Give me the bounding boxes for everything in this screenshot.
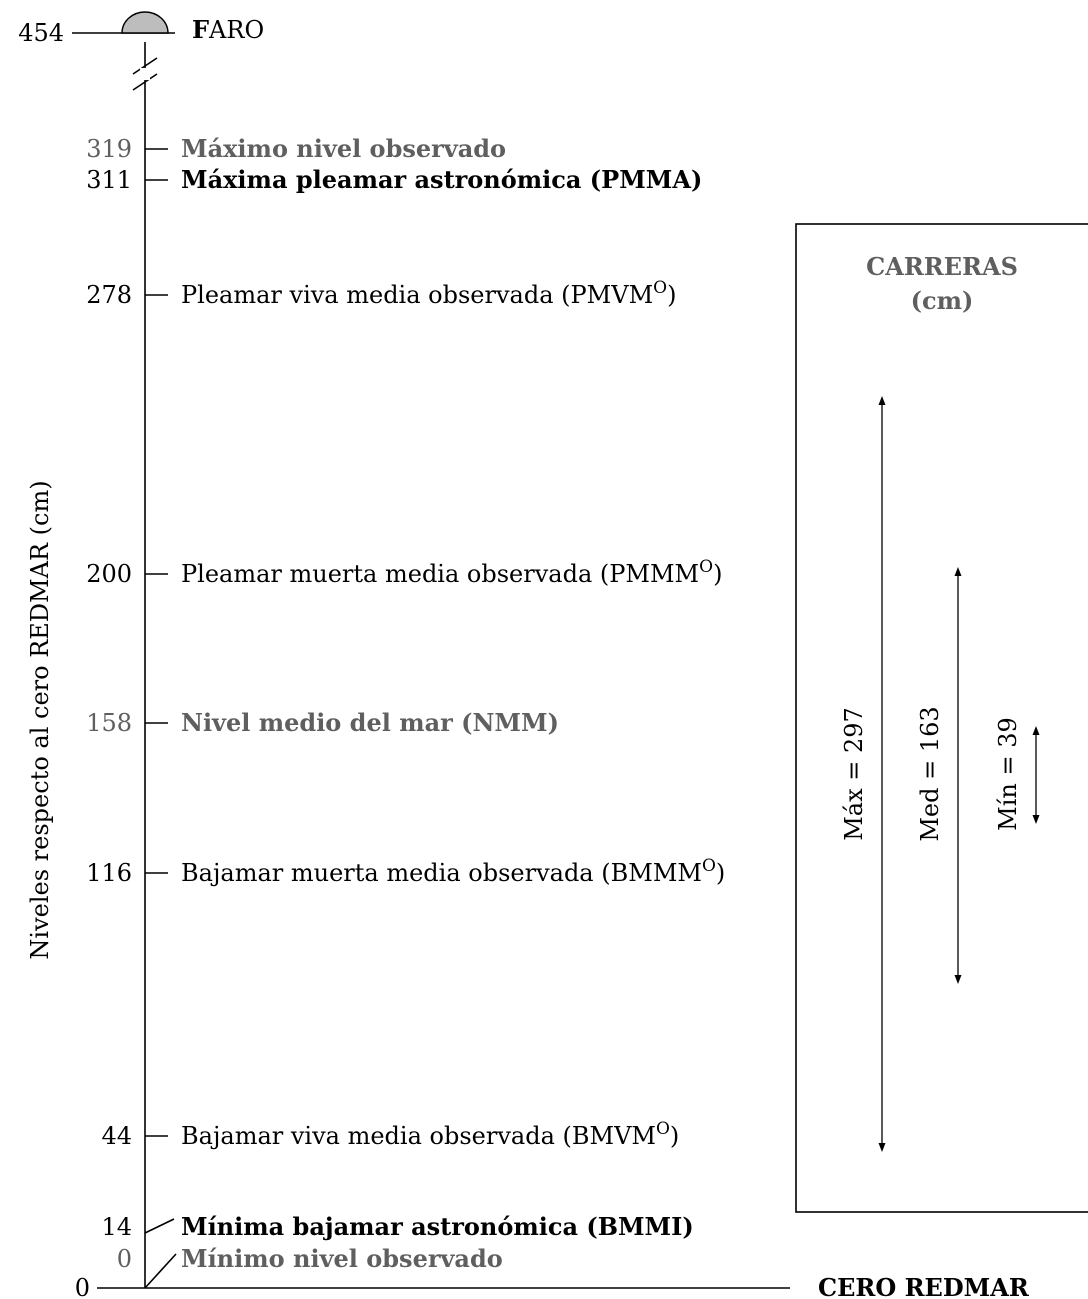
lighthouse-dome-icon (121, 11, 169, 34)
range-label: Med = 163 (916, 706, 944, 841)
level-label: Máxima pleamar astronómica (PMMA) (181, 165, 702, 194)
level-label: Pleamar muerta media observada (PMMMO) (181, 557, 722, 588)
level-value: 14 (101, 1213, 132, 1241)
level-row: 0 Mínimo nivel observado (117, 1244, 503, 1289)
faro-rest: ARO (208, 16, 264, 44)
level-value: 278 (86, 281, 132, 309)
arrow-head (878, 396, 886, 405)
level-row: 14 Mínima bajamar astronómica (BMMI) (101, 1212, 693, 1241)
axis-break-marks (132, 57, 158, 91)
carreras-ranges: Máx = 297 Med = 163 Mín = 39 (840, 396, 1040, 1152)
range-label: Mín = 39 (994, 717, 1022, 831)
level-label: Mínima bajamar astronómica (BMMI) (181, 1212, 694, 1241)
level-value: 311 (86, 166, 132, 194)
levels-list: 319 Máximo nivel observado 311 Máxima pleam… (86, 134, 725, 1289)
arrow-head (954, 975, 962, 984)
carreras-box (795, 223, 1088, 1213)
level-row: 116 Bajamar muerta media observada (BMMMO… (86, 856, 725, 887)
cero-value: 0 (75, 1274, 90, 1299)
level-label: Nivel medio del mar (NMM) (181, 708, 559, 737)
range-arrow: Mín = 39 (994, 717, 1040, 831)
level-row: 44 Bajamar viva media observada (BMVMO) (101, 1119, 679, 1150)
level-value: 0 (117, 1245, 132, 1273)
carreras-title-1: CARRERAS (866, 252, 1018, 281)
cero-label: CERO REDMAR (818, 1273, 1030, 1299)
level-row: 158 Nivel medio del mar (NMM) (86, 708, 559, 737)
level-label: Máximo nivel observado (181, 134, 506, 163)
level-value: 44 (101, 1122, 132, 1150)
level-value: 319 (86, 135, 132, 163)
level-row: 311 Máxima pleamar astronómica (PMMA) (86, 165, 702, 194)
level-value: 158 (86, 709, 132, 737)
level-label: Bajamar muerta media observada (BMMMO) (181, 856, 725, 887)
axis-label: Niveles respecto al cero REDMAR (cm) (26, 480, 54, 959)
level-row: 278 Pleamar viva media observada (PMVMO) (86, 278, 676, 309)
arrow-head (1032, 726, 1040, 735)
level-row: 200 Pleamar muerta media observada (PMMMO… (86, 557, 722, 588)
level-value: 200 (86, 560, 132, 588)
level-value: 116 (86, 859, 132, 887)
faro-value: 454 (18, 19, 64, 47)
arrow-head (878, 1143, 886, 1152)
level-label: Bajamar viva media observada (BMVMO) (181, 1119, 679, 1150)
level-label: Pleamar viva media observada (PMVMO) (181, 278, 676, 309)
arrow-head (1032, 815, 1040, 824)
range-label: Máx = 297 (840, 707, 868, 841)
level-tick (144, 1253, 177, 1289)
carreras-title-2: (cm) (911, 286, 974, 315)
level-label: Mínimo nivel observado (181, 1244, 503, 1273)
arrow-head (954, 567, 962, 576)
range-arrow: Med = 163 (916, 567, 962, 984)
faro-initial: F (192, 15, 209, 44)
cero-redmar: 0 CERO REDMAR (75, 1273, 1030, 1299)
carreras-panel: CARRERAS (cm) Máx = 297 Med = 163 Mín = 39 (795, 223, 1088, 1213)
faro-marker: 454 FARO (18, 11, 264, 47)
level-row: 319 Máximo nivel observado (86, 134, 506, 163)
range-arrow: Máx = 297 (840, 396, 886, 1152)
level-tick (144, 1218, 175, 1234)
faro-label: FARO (192, 15, 264, 44)
